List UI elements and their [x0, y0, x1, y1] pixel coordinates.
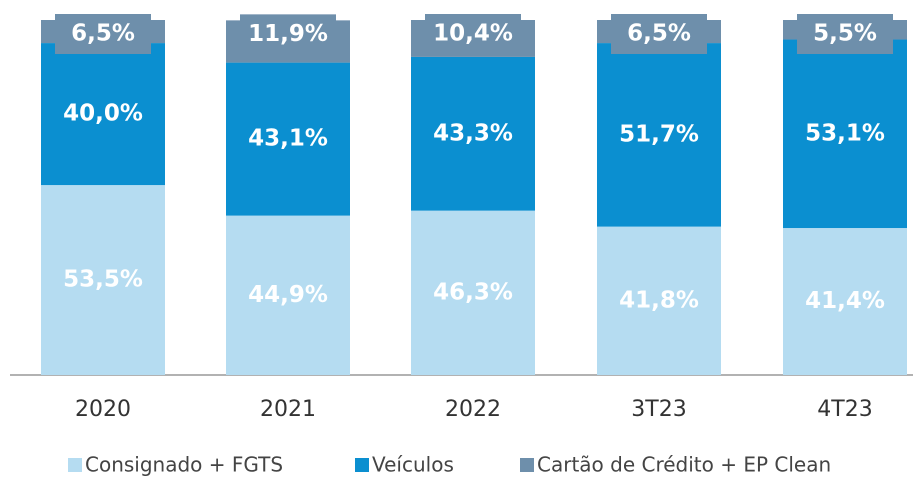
bar-segment [41, 185, 165, 375]
legend-label: Cartão de Crédito + EP Clean [537, 453, 831, 477]
value-label: 43,3% [433, 120, 513, 146]
x-tick-label: 4T23 [817, 397, 872, 422]
value-label: 41,4% [805, 288, 885, 314]
value-label: 5,5% [813, 21, 877, 47]
value-label: 10,4% [433, 21, 513, 47]
legend-swatch [520, 458, 534, 472]
label-tab [797, 14, 893, 54]
label-tab [425, 14, 521, 54]
x-tick-label: 2020 [75, 397, 131, 422]
label-tab [611, 14, 707, 54]
label-tab [55, 14, 151, 54]
bar-segment [783, 228, 907, 375]
value-label: 44,9% [248, 282, 328, 308]
value-label: 41,8% [619, 287, 699, 313]
value-label: 53,1% [805, 120, 885, 146]
value-label: 51,7% [619, 121, 699, 147]
legend-label: Consignado + FGTS [85, 453, 283, 477]
value-label: 11,9% [248, 21, 328, 47]
bar-segment [411, 56, 535, 211]
bar-segment [783, 39, 907, 229]
x-tick-label: 2022 [445, 397, 501, 422]
value-label: 43,1% [248, 126, 328, 152]
legend-label: Veículos [372, 453, 454, 477]
bar-segment [226, 215, 350, 375]
legend-swatch [355, 458, 369, 472]
legend-swatch [68, 458, 82, 472]
value-label: 6,5% [71, 21, 135, 47]
value-label: 46,3% [433, 279, 513, 305]
value-label: 53,5% [63, 267, 143, 293]
bar-segment [411, 210, 535, 375]
x-tick-label: 2021 [260, 397, 316, 422]
bar-segment [597, 43, 721, 227]
x-tick-label: 3T23 [631, 397, 686, 422]
bar-segment [41, 43, 165, 186]
label-tab [240, 14, 336, 55]
value-label: 40,0% [63, 101, 143, 127]
bar-segment [597, 226, 721, 375]
value-label: 6,5% [627, 21, 691, 47]
bar-segment [226, 62, 350, 216]
